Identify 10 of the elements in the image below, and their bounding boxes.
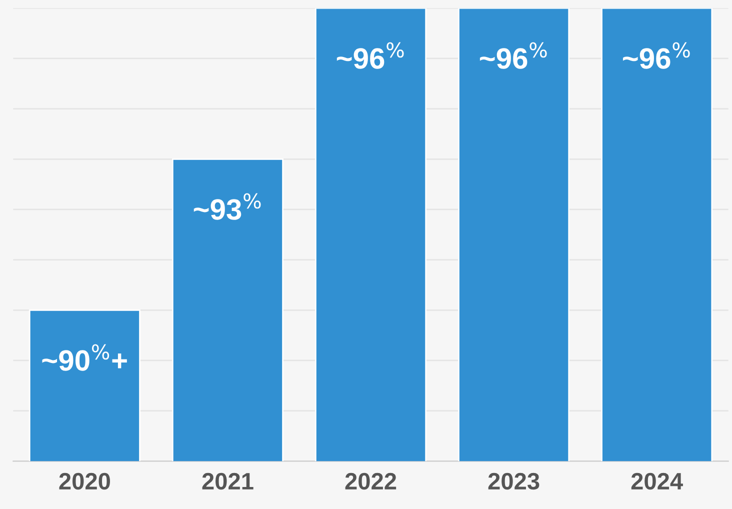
data-label: ~90$^{%}$+ [42, 344, 127, 371]
x-tick-label: 2020 [59, 472, 110, 490]
data-label: ~96$^{%}$ [480, 42, 547, 69]
x-tick-label: 2023 [488, 472, 540, 490]
x-tick-label: 2022 [345, 472, 396, 490]
data-label: ~93$^{%}$ [194, 193, 261, 220]
data-label: ~96$^{%}$ [622, 42, 690, 69]
data-label: ~96$^{%}$ [336, 42, 404, 69]
x-tick-label: 2024 [631, 472, 683, 490]
x-tick-label: 2021 [202, 472, 254, 490]
